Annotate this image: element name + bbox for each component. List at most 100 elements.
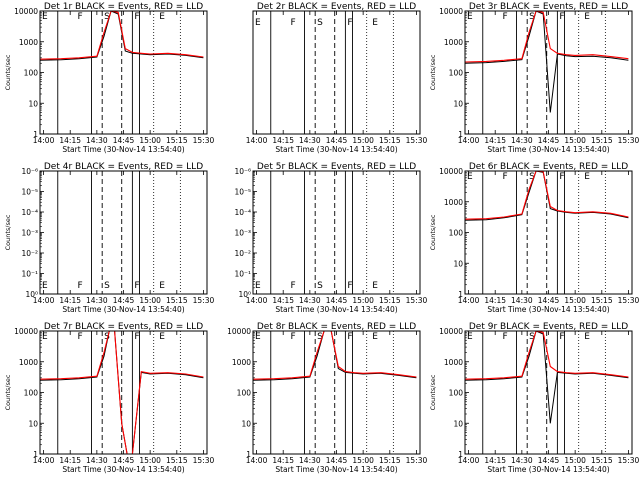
y-tick-label: 100 bbox=[449, 229, 464, 238]
flag-label: F bbox=[503, 12, 508, 22]
x-tick-label: 15:30 bbox=[406, 456, 428, 465]
x-tick-label: 14:15 bbox=[59, 456, 81, 465]
y-tick-label: 10 bbox=[241, 419, 251, 428]
y-tick-label: 10⁻⁶ bbox=[21, 167, 38, 176]
flag-label: F bbox=[78, 281, 83, 291]
y-tick-label: 10⁰ bbox=[238, 290, 251, 299]
flag-label: E bbox=[372, 18, 378, 28]
y-tick-label: 10⁻¹ bbox=[234, 270, 251, 279]
flag-label: F bbox=[291, 332, 296, 342]
x-tick-label: 14:15 bbox=[484, 136, 506, 145]
flag-label: F bbox=[134, 281, 139, 291]
y-tick-label: 1000 bbox=[19, 38, 38, 47]
x-tick-label: 14:00 bbox=[246, 296, 268, 305]
y-tick-label: 10 bbox=[453, 259, 463, 268]
x-tick-label: 14:30 bbox=[86, 456, 108, 465]
x-tick-label: 15:30 bbox=[618, 456, 640, 465]
x-tick-label: 15:00 bbox=[139, 136, 161, 145]
x-tick-label: 14:15 bbox=[272, 296, 294, 305]
flag-label: S bbox=[529, 12, 535, 22]
x-tick-label: 14:15 bbox=[484, 456, 506, 465]
y-tick-label: 1 bbox=[458, 290, 463, 299]
x-tick-label: 14:15 bbox=[272, 456, 294, 465]
y-tick-label: 10⁻⁵ bbox=[234, 188, 251, 197]
x-axis-label: Start Time (30-Nov-14 13:54:40) bbox=[62, 465, 184, 474]
y-tick-label: 10⁻⁶ bbox=[234, 167, 251, 176]
y-tick-label: 100 bbox=[237, 389, 252, 398]
x-tick-label: 14:45 bbox=[113, 296, 135, 305]
flag-label: E bbox=[159, 332, 165, 342]
panel-title: Det 1r BLACK = Events, RED = LLD bbox=[44, 2, 203, 12]
x-tick-label: 14:30 bbox=[299, 136, 321, 145]
flag-label: F bbox=[503, 332, 508, 342]
flag-label: F bbox=[134, 332, 139, 342]
series-lld bbox=[465, 331, 629, 380]
y-axis-label: Counts/sec bbox=[429, 54, 437, 90]
y-tick-label: 10 bbox=[453, 99, 463, 108]
y-tick-label: 1000 bbox=[444, 358, 463, 367]
panel-title: Det 7r BLACK = Events, RED = LLD bbox=[44, 322, 203, 332]
series-events bbox=[465, 11, 629, 113]
y-tick-label: 100 bbox=[449, 389, 464, 398]
y-tick-label: 10 bbox=[453, 419, 463, 428]
x-tick-label: 15:00 bbox=[564, 296, 586, 305]
x-tick-label: 15:00 bbox=[564, 456, 586, 465]
x-tick-label: 14:45 bbox=[538, 136, 560, 145]
flag-label: F bbox=[559, 332, 564, 342]
x-tick-label: 15:00 bbox=[352, 296, 374, 305]
y-tick-label: 10⁻¹ bbox=[21, 270, 38, 279]
y-tick-label: 100 bbox=[24, 389, 39, 398]
x-axis-label: Start Time (30-Nov-14 13:54:40) bbox=[275, 305, 397, 314]
x-tick-label: 15:15 bbox=[379, 296, 401, 305]
x-tick-label: 14:30 bbox=[511, 456, 533, 465]
flag-label: S bbox=[104, 281, 110, 291]
y-tick-label: 10000 bbox=[439, 7, 463, 16]
y-tick-label: 10⁻² bbox=[21, 249, 38, 258]
plot-frame bbox=[39, 170, 208, 295]
x-tick-label: 14:45 bbox=[326, 456, 348, 465]
x-tick-label: 15:15 bbox=[166, 296, 188, 305]
x-tick-label: 14:45 bbox=[113, 136, 135, 145]
series-lld bbox=[40, 11, 204, 60]
flag-label: E bbox=[255, 281, 261, 291]
x-tick-label: 14:00 bbox=[33, 136, 55, 145]
flag-label: E bbox=[42, 281, 48, 291]
y-tick-label: 10⁻³ bbox=[21, 229, 38, 238]
flag-label: E bbox=[372, 332, 378, 342]
y-tick-label: 1 bbox=[458, 130, 463, 139]
flag-label: E bbox=[159, 12, 165, 22]
x-tick-label: 15:15 bbox=[166, 136, 188, 145]
y-tick-label: 10000 bbox=[14, 327, 38, 336]
x-tick-label: 15:15 bbox=[591, 136, 613, 145]
y-tick-label: 1000 bbox=[232, 358, 251, 367]
x-tick-label: 14:15 bbox=[484, 296, 506, 305]
y-axis-label: Counts/sec bbox=[429, 214, 437, 250]
flag-label: S bbox=[529, 332, 535, 342]
y-tick-label: 10⁻² bbox=[234, 249, 251, 258]
x-tick-label: 14:00 bbox=[458, 136, 480, 145]
y-tick-label: 10000 bbox=[439, 327, 463, 336]
flag-label: E bbox=[467, 332, 473, 342]
plot-frame bbox=[464, 170, 633, 295]
x-tick-label: 14:00 bbox=[458, 296, 480, 305]
x-tick-label: 14:30 bbox=[511, 296, 533, 305]
series-lld bbox=[40, 331, 204, 454]
panel-title: Det 4r BLACK = Events, RED = LLD bbox=[44, 162, 203, 172]
y-tick-label: 1000 bbox=[19, 358, 38, 367]
x-axis-label: Start Time (30-Nov-14 13:54:40) bbox=[62, 305, 184, 314]
y-tick-label: 10⁻³ bbox=[234, 229, 251, 238]
detector-panel-5: Det 5r BLACK = Events, RED = LLD E F S F E 14:… bbox=[234, 162, 427, 314]
x-tick-label: 14:00 bbox=[458, 456, 480, 465]
y-tick-label: 10⁻⁴ bbox=[234, 208, 251, 217]
x-tick-label: 15:30 bbox=[193, 296, 215, 305]
y-tick-label: 1 bbox=[458, 450, 463, 459]
x-tick-label: 14:15 bbox=[59, 136, 81, 145]
y-tick-label: 10000 bbox=[227, 327, 251, 336]
flag-label: E bbox=[584, 12, 590, 22]
panel-title: Det 9r BLACK = Events, RED = LLD bbox=[469, 322, 628, 332]
x-tick-label: 15:00 bbox=[139, 296, 161, 305]
series-lld bbox=[465, 11, 629, 63]
detector-panel-2: Det 2r BLACK = Events, RED = LLD E F S F E 14:… bbox=[246, 2, 428, 154]
